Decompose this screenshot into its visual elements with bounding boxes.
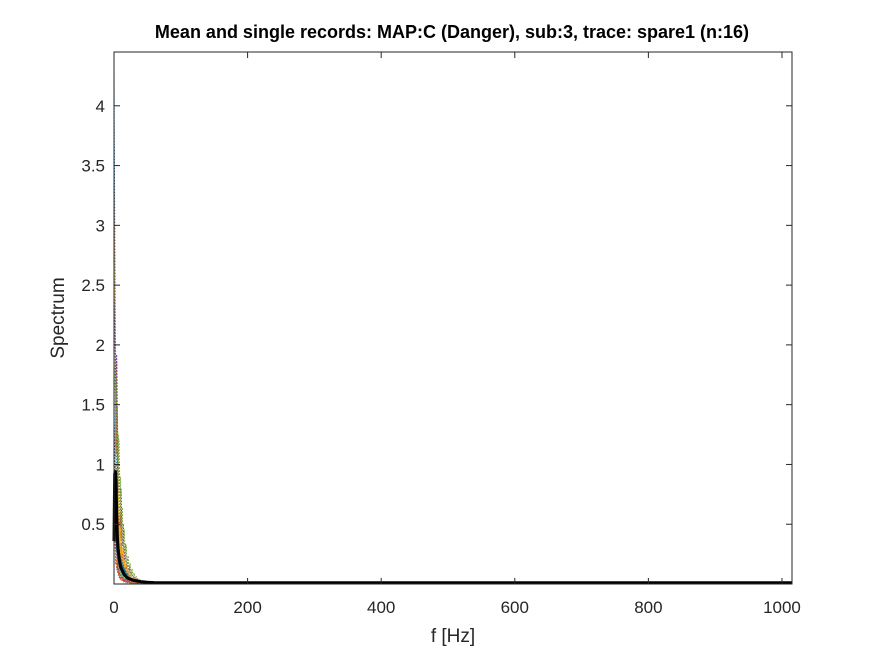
x-tick-label: 600 [501, 598, 529, 617]
y-axis-label: Spectrum [48, 277, 69, 358]
y-tick-label: 1.5 [81, 396, 105, 415]
plot-area [114, 52, 792, 584]
y-tick-label: 4 [96, 97, 105, 116]
y-tick-label: 0.5 [81, 515, 105, 534]
axis-ticks: 0 200 400 600 800 1000 0.5 1 1.5 2 2.5 3 3.5 4 [81, 52, 801, 617]
x-tick-label: 800 [634, 598, 662, 617]
y-tick-label: 3.5 [81, 157, 105, 176]
mean-line [112, 470, 792, 585]
x-tick-label: 400 [367, 598, 395, 617]
chart-title: Mean and single records: MAP:C (Danger),… [155, 22, 749, 42]
y-tick-label: 2.5 [81, 276, 105, 295]
mean-record [112, 470, 792, 585]
x-tick-label: 1000 [763, 598, 801, 617]
x-tick-label: 0 [109, 598, 118, 617]
y-tick-label: 1 [96, 455, 105, 474]
x-tick-label: 200 [233, 598, 261, 617]
axes-box [113, 51, 793, 585]
y-tick-label: 2 [96, 336, 105, 355]
x-axis-label: f [Hz] [431, 626, 475, 647]
y-tick-label: 3 [96, 216, 105, 235]
